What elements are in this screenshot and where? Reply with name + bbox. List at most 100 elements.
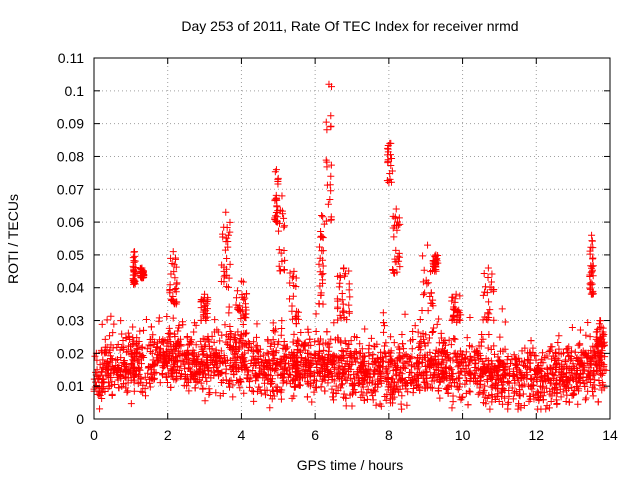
data-point xyxy=(574,341,582,349)
data-point xyxy=(278,192,286,200)
data-point xyxy=(167,367,175,375)
data-point xyxy=(389,389,397,397)
data-point xyxy=(481,382,489,390)
data-point xyxy=(146,336,154,344)
data-point xyxy=(120,380,128,388)
data-point xyxy=(253,320,261,328)
data-point xyxy=(311,351,319,359)
data-point xyxy=(290,351,298,359)
data-point xyxy=(281,222,289,230)
data-point xyxy=(318,377,326,385)
data-point xyxy=(600,384,608,392)
data-point xyxy=(276,220,284,228)
data-point xyxy=(465,358,473,366)
data-point xyxy=(478,330,486,338)
data-point xyxy=(264,337,272,345)
data-point xyxy=(558,371,566,379)
data-point xyxy=(106,346,114,354)
data-point xyxy=(296,374,304,382)
data-point xyxy=(226,260,234,268)
data-point xyxy=(539,378,547,386)
y-tick-label: 0.06 xyxy=(57,214,84,230)
data-point xyxy=(479,335,487,343)
data-point xyxy=(152,368,160,376)
data-point xyxy=(458,358,466,366)
data-point xyxy=(543,384,551,392)
data-point xyxy=(397,376,405,384)
data-point xyxy=(224,231,232,239)
data-point xyxy=(587,243,595,251)
data-point xyxy=(127,400,135,408)
data-point xyxy=(435,360,443,368)
data-point xyxy=(398,405,406,413)
data-point xyxy=(115,384,123,392)
data-point xyxy=(327,215,335,223)
data-point xyxy=(407,379,415,387)
data-point xyxy=(249,352,257,360)
data-point xyxy=(266,404,274,412)
data-point xyxy=(229,367,237,375)
data-point xyxy=(582,394,590,402)
data-point xyxy=(562,386,570,394)
data-point xyxy=(382,353,390,361)
data-point xyxy=(319,247,327,255)
data-point xyxy=(580,380,588,388)
data-point xyxy=(197,357,205,365)
data-point xyxy=(169,314,177,322)
data-point xyxy=(99,356,107,364)
data-point xyxy=(346,293,354,301)
data-point xyxy=(459,364,467,372)
data-point xyxy=(484,273,492,281)
data-point xyxy=(466,377,474,385)
data-point xyxy=(99,364,107,372)
data-point xyxy=(399,363,407,371)
data-point xyxy=(143,379,151,387)
data-point xyxy=(552,360,560,368)
data-point xyxy=(139,381,147,389)
data-point xyxy=(369,351,377,359)
data-point xyxy=(596,355,604,363)
data-point xyxy=(372,359,380,367)
data-point xyxy=(225,303,233,311)
data-point xyxy=(461,368,469,376)
data-point xyxy=(534,394,542,402)
data-point xyxy=(336,272,344,280)
data-point xyxy=(317,232,325,240)
data-point xyxy=(283,343,291,351)
data-point xyxy=(307,379,315,387)
data-point xyxy=(226,322,234,330)
data-point xyxy=(482,400,490,408)
data-point xyxy=(514,365,522,373)
data-point xyxy=(208,356,216,364)
data-point xyxy=(457,396,465,404)
data-point xyxy=(562,397,570,405)
data-point xyxy=(575,387,583,395)
data-point xyxy=(100,348,108,356)
data-point xyxy=(371,343,379,351)
data-point xyxy=(271,195,279,203)
data-point xyxy=(424,307,432,315)
data-point xyxy=(396,263,404,271)
data-point xyxy=(456,380,464,388)
data-point xyxy=(129,334,137,342)
data-point xyxy=(485,310,493,318)
data-point xyxy=(505,370,513,378)
data-point xyxy=(552,363,560,371)
data-point xyxy=(153,343,161,351)
data-point xyxy=(437,329,445,337)
data-point xyxy=(301,339,309,347)
data-point xyxy=(345,371,353,379)
data-point xyxy=(332,382,340,390)
data-point xyxy=(595,377,603,385)
data-point xyxy=(336,279,344,287)
data-point xyxy=(497,359,505,367)
data-point xyxy=(101,343,109,351)
data-point xyxy=(114,341,122,349)
data-point xyxy=(411,322,419,330)
data-point xyxy=(361,325,369,333)
y-axis-label: ROTI / TECUs xyxy=(5,194,21,284)
data-point xyxy=(503,356,511,364)
data-point xyxy=(434,387,442,395)
data-point xyxy=(464,401,472,409)
data-point xyxy=(172,344,180,352)
